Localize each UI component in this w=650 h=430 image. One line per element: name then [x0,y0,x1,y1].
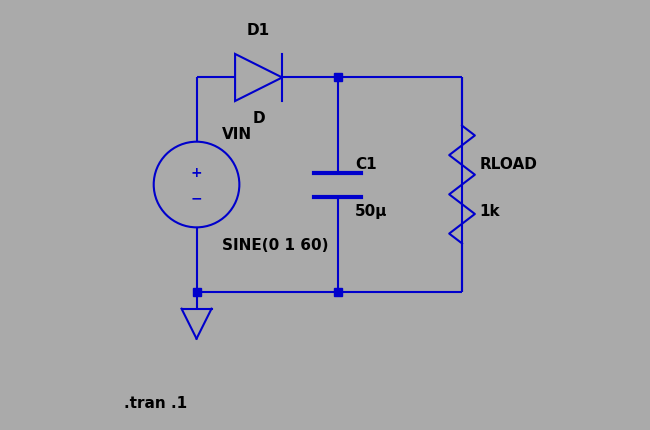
Text: VIN: VIN [222,126,252,141]
Text: D1: D1 [247,23,270,38]
Text: RLOAD: RLOAD [479,156,537,171]
Text: −: − [190,191,202,205]
Text: .tran .1: .tran .1 [124,396,187,411]
Text: 1k: 1k [479,203,500,218]
Text: C1: C1 [355,156,376,171]
Text: D: D [252,111,265,125]
Text: +: + [190,165,202,179]
Text: 50μ: 50μ [355,203,387,218]
Text: SINE(0 1 60): SINE(0 1 60) [222,237,329,252]
